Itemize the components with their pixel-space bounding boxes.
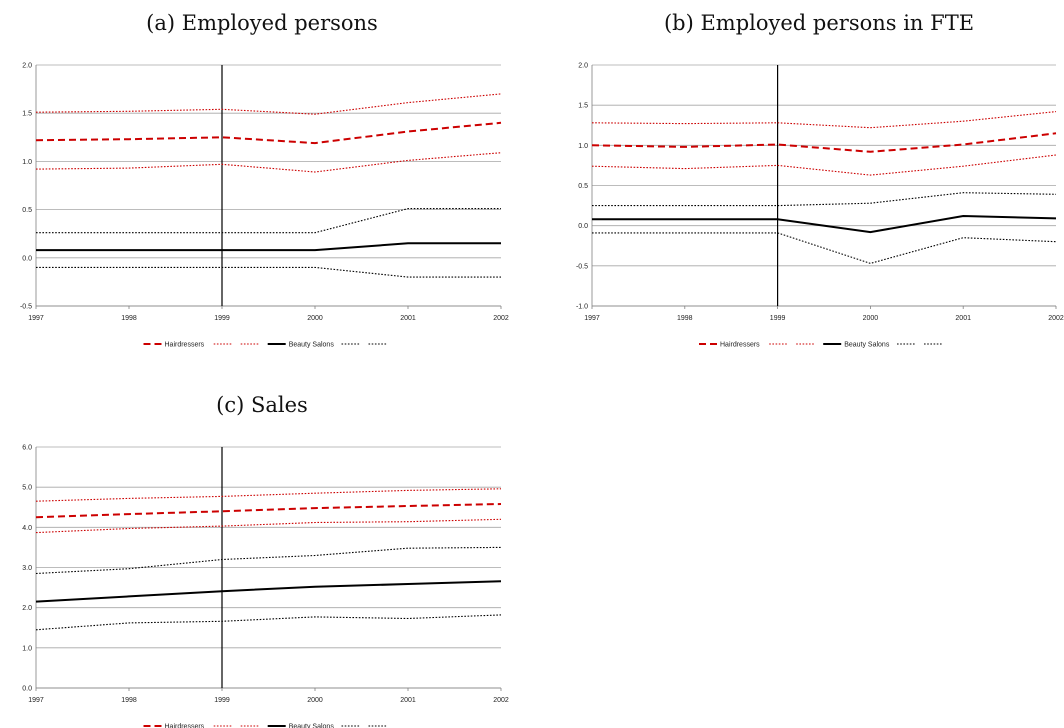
legend-label: Beauty Salons: [844, 342, 890, 349]
y-tick-label: 0.0: [578, 223, 588, 230]
y-tick-label: 0.0: [22, 686, 32, 693]
panel-a-lines: [35, 65, 502, 306]
y-tick-label: -0.5: [576, 263, 588, 270]
legend-label: Hairdressers: [165, 342, 205, 349]
y-tick-label: 6.0: [22, 445, 32, 452]
series-line-4: [36, 208, 501, 234]
panel-c-lines: [35, 447, 502, 688]
y-tick-label: -0.5: [20, 304, 32, 311]
y-tick-label: 2.0: [22, 605, 32, 612]
panel-a-axes: -0.5 0.0 0.5 1.0 1.5 2.0 1997 1998 1999 2000 2001 2…: [20, 63, 509, 323]
y-tick-label: 1.0: [22, 645, 32, 652]
y-tick-label: 0.0: [22, 255, 32, 262]
x-tick-label: 2002: [493, 697, 509, 704]
y-tick-label: 1.5: [22, 111, 32, 118]
series-line-2: [591, 154, 1057, 176]
y-tick-label: -1.0: [576, 304, 588, 311]
series-line-3: [35, 580, 502, 603]
panel-c-grid: [36, 446, 501, 689]
series-line-0: [35, 503, 502, 519]
y-tick-label: 3.0: [22, 565, 32, 572]
panel-b-title: (b) Employed persons in FTE: [664, 11, 974, 35]
series-line-2: [35, 152, 502, 173]
series-line-4: [35, 546, 502, 575]
y-tick-label: 1.0: [22, 159, 32, 166]
panel-a-grid: [36, 64, 501, 307]
x-tick-label: 2001: [400, 315, 416, 322]
x-tick-label: 1999: [214, 315, 230, 322]
series-line-5: [592, 232, 1057, 264]
x-tick-label: 2002: [493, 315, 509, 322]
panel-c-legend: Hairdressers Beauty Salons: [143, 724, 387, 728]
legend-label: Beauty Salons: [289, 724, 335, 728]
panel-a-title: (a) Employed persons: [146, 11, 378, 35]
series-line-0: [35, 121, 502, 145]
y-tick-label: 0.5: [578, 183, 588, 190]
x-tick-label: 1997: [584, 315, 600, 322]
chart-panel-c: (c) Sales 0.0 1.0 2.0 3.0 4.0 5.0 6.0 1997 1998 1…: [22, 393, 509, 728]
legend-label: Hairdressers: [165, 724, 205, 728]
panel-b-axes: -1.0 -0.5 0.0 0.5 1.0 1.5 2.0 1997 1998 1999 2000 2…: [576, 63, 1064, 323]
x-tick-label: 2000: [307, 697, 323, 704]
y-tick-label: 2.0: [578, 63, 588, 70]
x-tick-label: 1998: [121, 315, 137, 322]
chart-panel-b: (b) Employed persons in FTE -1.0 -0.5 0.0 0…: [576, 11, 1064, 349]
legend-label: Hairdressers: [720, 342, 760, 349]
x-tick-label: 1999: [214, 697, 230, 704]
legend-label: Beauty Salons: [289, 342, 335, 349]
x-tick-label: 2002: [1048, 315, 1064, 322]
x-tick-label: 2001: [400, 697, 416, 704]
panel-c-title: (c) Sales: [216, 393, 308, 417]
y-tick-label: 1.0: [578, 143, 588, 150]
series-line-3: [592, 214, 1057, 234]
x-tick-label: 2001: [955, 315, 971, 322]
series-line-1: [35, 488, 502, 502]
panel-b-grid: [592, 64, 1056, 307]
x-tick-label: 1997: [28, 315, 44, 322]
x-tick-label: 1998: [121, 697, 137, 704]
y-tick-label: 4.0: [22, 525, 32, 532]
x-tick-label: 1999: [770, 315, 786, 322]
panel-b-legend: Hairdressers Beauty Salons: [699, 342, 942, 349]
y-tick-label: 1.5: [578, 103, 588, 110]
x-tick-label: 1997: [28, 697, 44, 704]
series-line-5: [36, 266, 501, 278]
series-line-3: [36, 242, 501, 252]
y-tick-label: 0.5: [22, 207, 32, 214]
chart-panel-a: (a) Employed persons -0.5 0.0 0.5 1.0 1.5 2.0…: [20, 11, 509, 349]
x-tick-label: 2000: [863, 315, 879, 322]
panel-b-lines: [591, 65, 1057, 306]
x-tick-label: 2000: [307, 315, 323, 322]
series-line-0: [591, 132, 1057, 153]
series-line-4: [592, 192, 1057, 207]
series-line-1: [35, 93, 502, 115]
y-tick-label: 2.0: [22, 63, 32, 70]
panel-a-legend: Hairdressers Beauty Salons: [143, 342, 387, 349]
series-line-1: [591, 111, 1057, 129]
x-tick-label: 1998: [677, 315, 693, 322]
y-tick-label: 5.0: [22, 485, 32, 492]
panel-c-axes: 0.0 1.0 2.0 3.0 4.0 5.0 6.0 1997 1998 1999 2000 200…: [22, 445, 509, 705]
series-line-5: [35, 614, 502, 631]
series-line-2: [35, 518, 502, 534]
